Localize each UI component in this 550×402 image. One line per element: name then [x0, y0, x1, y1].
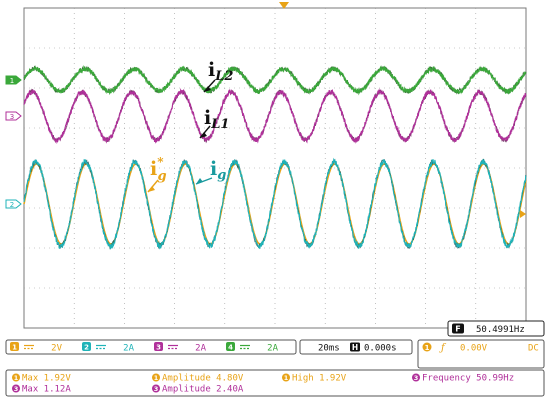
rising-edge-icon: ƒ: [439, 343, 447, 354]
channel-scale-value: 2A: [123, 344, 134, 354]
counter-icon: [452, 323, 464, 334]
channel-number: 2: [84, 344, 89, 352]
measurement-text: Max 1.12A: [22, 385, 71, 395]
trace-ig: [23, 157, 527, 250]
measurement-item: 1 High 1.92V: [282, 373, 347, 384]
measurement-channel: 3: [414, 374, 419, 382]
measurement-item: 3 Frequency 50.99Hz: [412, 373, 514, 384]
measurement-channel: 3: [14, 385, 19, 393]
channel-markers: 1 3 2: [5, 75, 22, 209]
trace-iL2: [23, 65, 527, 96]
delay-value: 0.000s: [364, 344, 397, 354]
channel-scale-1: 1 2V: [10, 342, 63, 354]
annotation-iL2: iL2: [203, 59, 233, 93]
counter-value: 50.4991Hz: [476, 325, 525, 335]
annotation-text: iL2: [208, 59, 233, 84]
counter-icon-label: F: [455, 325, 460, 334]
plot-area: 1 3 2 iL2 iL1 i* g ig: [5, 2, 527, 329]
channel-scale-value: 2A: [195, 344, 206, 354]
measurement-text: Amplitude 4.80V: [162, 374, 244, 384]
channel-number: 3: [156, 344, 161, 352]
channel-marker-2: 2: [5, 199, 22, 209]
channel-scale-4: 4 2A: [226, 342, 279, 354]
channel-marker-label: 3: [10, 113, 14, 121]
trace-annotations: iL2 iL1 i* g ig: [147, 59, 233, 193]
measurement-panel: 1 Max 1.92V 1 Amplitude 4.80V 1 High 1.92V 3 Fr…: [5, 369, 545, 397]
channel-number: 4: [228, 344, 233, 352]
trigger-box: 1 ƒ 0.00V DC: [417, 339, 545, 369]
trigger-position-marker: [279, 2, 289, 9]
grid: [24, 8, 526, 328]
trigger-channel-label: 1: [425, 344, 430, 352]
delay-icon-label: H: [352, 343, 358, 352]
measurement-item: 1 Max 1.92V: [12, 373, 71, 384]
measurement-channel: 1: [284, 374, 289, 382]
frequency-counter: F 50.4991Hz: [447, 320, 545, 337]
channel-number: 1: [12, 344, 17, 352]
measurement-text: Max 1.92V: [22, 374, 71, 384]
annotation-ig: ig: [195, 158, 226, 185]
channel-marker-label: 1: [10, 77, 14, 85]
trace-line: [23, 65, 527, 96]
trigger-channel-badge: [422, 342, 432, 352]
annotation-arrowhead: [200, 132, 207, 138]
timebase-box: 20ms H 0.000s: [299, 339, 413, 355]
trigger-coupling: DC: [528, 344, 539, 354]
measurement-channel: 3: [154, 385, 159, 393]
measurement-channel: 1: [154, 374, 159, 382]
channel-scale-3: 3 2A: [154, 342, 207, 354]
trace-line: [23, 87, 527, 145]
measurement-text: Amplitude 2.40A: [162, 385, 244, 395]
channel-scale-value: 2V: [51, 344, 62, 354]
traces: [23, 65, 527, 250]
annotation-text: i* g: [150, 155, 167, 184]
measurement-text: Frequency 50.99Hz: [422, 374, 514, 384]
annotation-arrowhead: [196, 178, 203, 184]
annotation-ig-ref: i* g: [147, 155, 167, 193]
measurement-item: 1 Amplitude 4.80V: [152, 373, 244, 384]
annotation-iL1: iL1: [199, 107, 229, 139]
measurement-item: 3 Max 1.12A: [12, 384, 71, 395]
channel-scale-2: 2 2A: [82, 342, 135, 354]
annotation-arrowhead: [148, 186, 155, 192]
measurement-text: High 1.92V: [292, 374, 347, 384]
measurement-channel: 1: [14, 374, 19, 382]
channel-marker-label: 2: [10, 201, 14, 209]
channel-bar: 1 2V 2 2A 3 2A 4 2A: [5, 339, 297, 355]
annotation-arrowhead: [204, 86, 211, 92]
trace-iL1: [23, 87, 527, 145]
measurement-item: 3 Amplitude 2.40A: [152, 384, 244, 395]
trigger-level: 0.00V: [460, 344, 488, 354]
delay-icon: [350, 342, 360, 352]
annotation-text: ig: [210, 158, 226, 183]
channel-marker-1: 1: [5, 75, 22, 85]
trace-line: [23, 157, 527, 250]
annotation-text: iL1: [204, 107, 229, 132]
channel-marker-3: 3: [5, 111, 22, 121]
timebase-value: 20ms: [318, 344, 340, 354]
trigger-level-marker: [520, 210, 526, 218]
channel-scale-value: 2A: [267, 344, 278, 354]
